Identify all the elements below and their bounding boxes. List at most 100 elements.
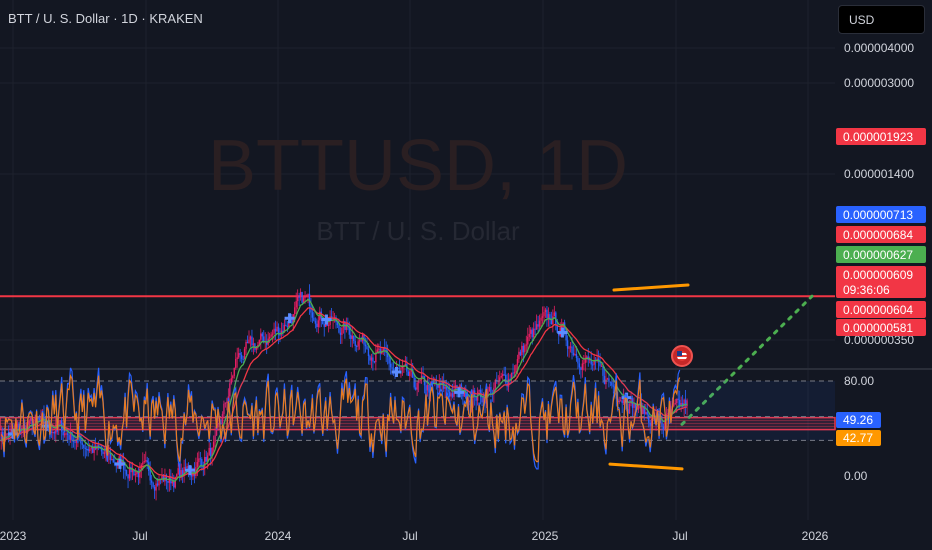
candle-434 <box>639 394 641 409</box>
candle-body-303 <box>445 386 448 390</box>
candle-387 <box>569 341 572 353</box>
candle-body-360 <box>530 329 532 334</box>
candle-body-238 <box>350 334 352 339</box>
candle-232 <box>341 327 343 344</box>
candle-body-5 <box>6 433 8 435</box>
candle-body-257 <box>378 348 380 350</box>
us-flag-icon[interactable] <box>671 345 693 367</box>
candle-body-140 <box>205 456 207 462</box>
candle-body-457 <box>673 404 675 407</box>
candle-body-177 <box>260 333 262 340</box>
candle-body-244 <box>358 340 361 342</box>
candle-408 <box>600 363 603 368</box>
candle-120 <box>176 473 178 478</box>
candle-body-99 <box>145 460 147 462</box>
candle-body-237 <box>348 326 350 335</box>
candle-body-211 <box>310 306 312 313</box>
candle-body-147 <box>215 427 218 436</box>
candle-46 <box>66 431 69 444</box>
candle-108 <box>158 474 160 491</box>
candle-394 <box>580 366 582 379</box>
price-tag-label-1: 0.000000713 <box>843 208 913 222</box>
candle-364 <box>535 314 538 331</box>
candle-body-202 <box>296 296 299 302</box>
candle-body-369 <box>543 312 545 317</box>
price-tag-bg-4 <box>836 266 926 298</box>
candle-body-249 <box>366 346 368 350</box>
candle-body-179 <box>263 336 265 343</box>
candle-body-386 <box>568 347 570 349</box>
candle-body-190 <box>279 334 281 336</box>
candle-body-184 <box>270 334 272 337</box>
candle-100 <box>146 456 148 470</box>
candle-125 <box>183 459 185 483</box>
candle-body-159 <box>233 367 235 376</box>
candle-137 <box>201 457 203 471</box>
candle-460 <box>677 390 679 409</box>
candle-body-229 <box>336 322 339 326</box>
candle-body-203 <box>298 296 300 298</box>
candle-body-108 <box>158 478 160 486</box>
candle-160 <box>235 352 237 370</box>
rsi-tag-label-1: 42.77 <box>843 431 873 445</box>
candle-body-88 <box>128 466 131 479</box>
candle-252 <box>370 353 373 369</box>
candle-body-458 <box>674 403 676 405</box>
candle-body-22 <box>31 417 33 427</box>
candle-body-48 <box>69 432 72 440</box>
candle-body-346 <box>509 378 511 380</box>
candle-body-267 <box>392 368 395 371</box>
candle-140 <box>205 450 207 462</box>
candle-body-354 <box>521 345 523 356</box>
candle-250 <box>367 342 370 365</box>
candle-402 <box>591 361 594 372</box>
candle-body-59 <box>86 448 88 450</box>
candle-body-305 <box>448 391 451 397</box>
candle-body-453 <box>667 413 669 415</box>
candle-214 <box>314 317 317 329</box>
cross-marker-3 <box>185 465 195 476</box>
candle-body-97 <box>142 462 144 465</box>
candle-body-63 <box>91 447 94 453</box>
candle-362 <box>532 322 535 342</box>
candle-body-410 <box>603 375 606 385</box>
candle-body-135 <box>198 458 200 463</box>
candle-body-20 <box>28 420 30 428</box>
candle-290 <box>426 376 429 397</box>
candle-body-277 <box>407 371 409 376</box>
candle-208 <box>305 294 308 298</box>
price-tag-label-0: 0.000001923 <box>843 130 913 144</box>
candle-body-375 <box>552 316 554 325</box>
candle-body-460 <box>677 398 679 400</box>
candle-body-466 <box>686 400 688 406</box>
candle-body-439 <box>646 412 648 415</box>
candle-366 <box>538 314 541 330</box>
candle-441 <box>649 419 651 434</box>
axes: 2023 Jul 2024 Jul 2025 Jul 2026 0.000004000 0.00… <box>0 41 914 543</box>
candle-374 <box>550 311 553 325</box>
candle-body-219 <box>322 318 324 325</box>
candle-body-314 <box>462 393 464 397</box>
candle-body-58 <box>84 447 86 449</box>
candle-458 <box>674 398 676 405</box>
candle-392 <box>577 355 579 370</box>
candle-126 <box>184 458 187 470</box>
candle-body-407 <box>599 361 601 366</box>
candle-88 <box>128 462 131 482</box>
candle-body-77 <box>112 459 114 463</box>
rsi-tag-label-0: 49.26 <box>843 413 873 427</box>
candle-body-137 <box>201 459 203 467</box>
candle-body-60 <box>87 448 89 451</box>
candle-body-442 <box>650 418 653 426</box>
candle-41 <box>59 420 61 425</box>
candle-body-355 <box>522 345 525 353</box>
candle-body-74 <box>108 453 110 455</box>
candle-body-254 <box>373 361 376 363</box>
currency-button[interactable]: USD <box>838 5 925 34</box>
candle-407 <box>599 353 601 368</box>
candle-body-253 <box>372 357 374 362</box>
candle-body-416 <box>612 385 615 387</box>
candle-body-281 <box>413 377 415 388</box>
candle-body-347 <box>510 372 513 380</box>
